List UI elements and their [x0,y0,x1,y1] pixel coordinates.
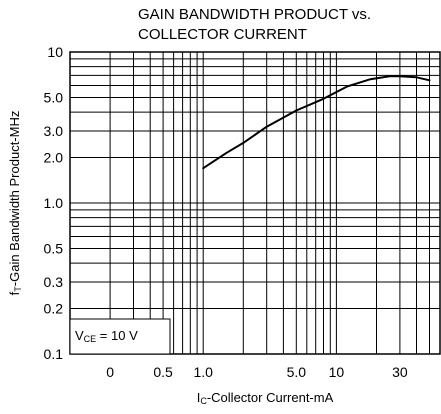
series-line-0 [202,75,431,170]
y-tick-label-5: 0.5 [44,241,64,257]
x-axis-title: IC-Collector Current-mA [197,390,334,406]
y-tick-label-6: 0.3 [44,274,64,290]
x-tick-label-1: 0.5 [153,364,173,380]
annotation-label: VCE = 10 V [75,328,138,344]
y-tick-labels: 10 5.0 3.0 2.0 1.0 0.5 0.3 0.2 0.1 [44,44,64,362]
vce-annotation: VCE = 10 V [69,318,171,355]
y-axis-title: fT-Gain Bandwidth Product-MHz [7,111,23,296]
y-tick-label-1: 5.0 [44,90,64,106]
y-tick-label-2: 3.0 [44,123,64,139]
x-tick-label-2: 1.0 [193,364,213,380]
x-tick-label-5: 30 [392,364,408,380]
grid [70,52,440,354]
y-tick-label-8: 0.1 [44,346,64,362]
chart-title-line-1: GAIN BANDWIDTH PRODUCT vs. [138,6,371,23]
annotation-box [69,318,171,355]
y-tick-label-4: 1.0 [44,195,64,211]
x-tick-label-3: 5.0 [287,364,307,380]
series-layer [202,75,431,170]
plot-frame [69,51,441,355]
chart-title-line-2: COLLECTOR CURRENT [138,26,307,43]
x-tick-label-4: 10 [329,364,345,380]
y-tick-label-0: 10 [47,44,63,60]
y-tick-label-7: 0.2 [44,301,64,317]
x-tick-label-0: 0 [106,364,114,380]
x-tick-labels: 0 0.5 1.0 5.0 10 30 [106,364,408,380]
y-tick-label-3: 2.0 [44,150,64,166]
